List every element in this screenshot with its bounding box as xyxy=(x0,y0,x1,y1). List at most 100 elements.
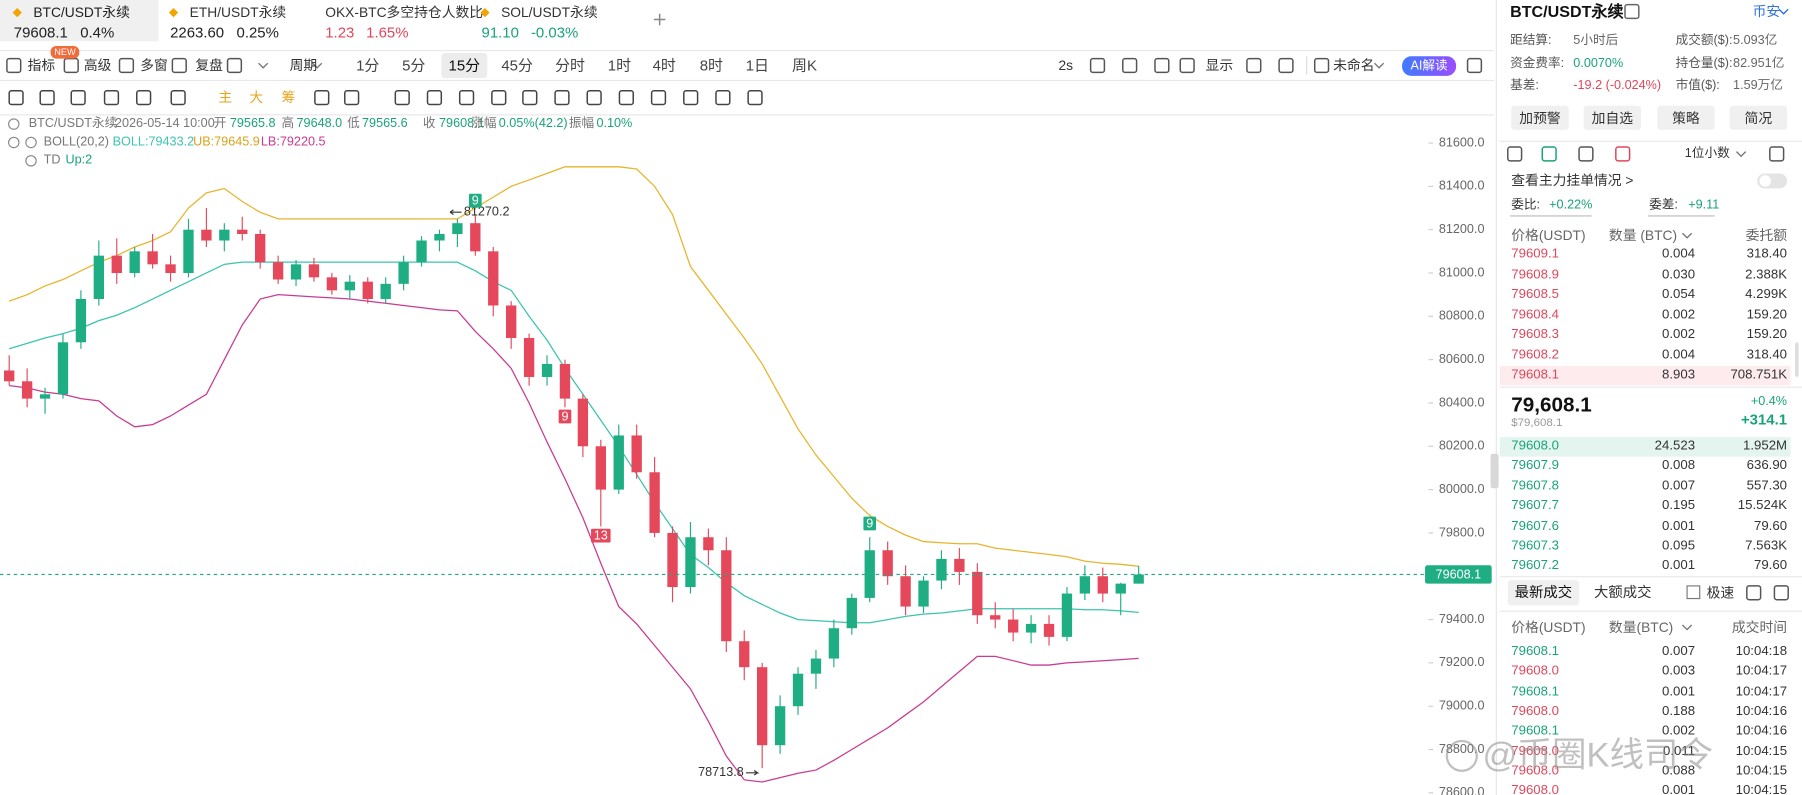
tab-symbol[interactable]: SOL/USDT永续 xyxy=(501,4,598,21)
layout-name[interactable]: 未命名 xyxy=(1333,57,1375,74)
candle-body xyxy=(1133,574,1144,584)
period-button[interactable]: 周期 xyxy=(289,57,318,74)
icon[interactable] xyxy=(747,90,763,106)
coin-icon xyxy=(168,8,179,18)
replay-button[interactable]: 复盘 xyxy=(195,57,223,74)
ai-button[interactable] xyxy=(1402,56,1457,76)
icon[interactable] xyxy=(1313,57,1330,74)
icon[interactable] xyxy=(1769,146,1785,162)
icon[interactable] xyxy=(1089,57,1106,74)
icon[interactable] xyxy=(1746,585,1762,601)
ask-price: 79608.2 xyxy=(1511,347,1560,362)
icon[interactable] xyxy=(118,57,135,74)
panel-button-text[interactable]: 加预警 xyxy=(1519,109,1561,126)
candle-body xyxy=(326,277,338,291)
icon[interactable] xyxy=(683,90,699,106)
icon[interactable] xyxy=(426,90,443,106)
icon[interactable] xyxy=(226,57,243,74)
ask-price: 79608.4 xyxy=(1511,307,1560,322)
multi-window-button[interactable]: 多窗 xyxy=(140,57,168,74)
icon[interactable] xyxy=(103,90,120,106)
icon[interactable] xyxy=(1578,146,1594,162)
indicators-button[interactable]: 指标 xyxy=(27,57,56,74)
tab-symbol[interactable]: ETH/USDT永续 xyxy=(189,4,287,21)
icon[interactable] xyxy=(1179,57,1195,74)
interval-button[interactable]: 分时 xyxy=(555,56,585,75)
interval-button[interactable]: 15分 xyxy=(448,56,481,75)
drawing-tool[interactable]: 大 xyxy=(249,89,264,106)
panel-button[interactable] xyxy=(1511,105,1569,130)
icon[interactable] xyxy=(1246,57,1262,74)
big-orders-link[interactable]: 查看主力挂单情况 > xyxy=(1511,172,1634,189)
icon[interactable] xyxy=(522,90,538,106)
icon[interactable] xyxy=(1466,57,1483,74)
drawing-tool[interactable]: 主 xyxy=(218,89,233,106)
interval-button[interactable]: 周K xyxy=(792,56,817,75)
add-tab[interactable] xyxy=(653,13,666,26)
ai-button-text[interactable]: AI解读 xyxy=(1410,58,1448,73)
candle-body xyxy=(362,281,373,299)
icon[interactable] xyxy=(618,90,634,106)
high-arrow xyxy=(449,209,462,215)
panel-button[interactable] xyxy=(1657,105,1715,130)
icon[interactable] xyxy=(394,90,410,106)
checkbox[interactable] xyxy=(1686,585,1701,600)
icon[interactable] xyxy=(344,90,360,106)
panel-button[interactable] xyxy=(1583,105,1642,130)
icon[interactable] xyxy=(586,90,602,106)
icon[interactable] xyxy=(1278,57,1294,74)
drawing-tool[interactable]: 筹 xyxy=(281,89,296,106)
refresh-interval[interactable]: 2s xyxy=(1058,57,1074,74)
icon[interactable] xyxy=(6,57,22,74)
icon[interactable] xyxy=(715,90,731,106)
icon[interactable] xyxy=(8,90,24,106)
precision-select[interactable]: 1位小数 xyxy=(1684,146,1730,161)
icon[interactable] xyxy=(458,90,475,106)
panel-handle[interactable] xyxy=(1490,453,1499,489)
interval-button[interactable]: 45分 xyxy=(501,56,533,75)
icon[interactable] xyxy=(39,90,55,106)
candle-body xyxy=(452,223,463,235)
fast-label[interactable]: 极速 xyxy=(1706,584,1735,601)
tab-symbol[interactable]: OKX-BTC多空持仓人数比 xyxy=(325,4,484,21)
panel-button[interactable] xyxy=(1729,105,1788,130)
display-button[interactable]: 显示 xyxy=(1205,57,1234,74)
exchange-link[interactable]: 币安 xyxy=(1752,3,1781,20)
interval-button[interactable]: 1日 xyxy=(745,56,769,75)
panel-button-text[interactable]: 加自选 xyxy=(1591,109,1634,126)
icon[interactable] xyxy=(170,90,186,106)
icon[interactable] xyxy=(171,57,187,74)
y-tick-label: 79000.0 xyxy=(1439,699,1485,713)
icon[interactable] xyxy=(1615,146,1631,162)
panel-button-text[interactable]: 简况 xyxy=(1744,109,1773,126)
interval-button[interactable]: 4时 xyxy=(652,56,676,75)
icon[interactable] xyxy=(491,90,507,106)
trade-time: 10:04:15 xyxy=(1735,783,1788,795)
trade-tab[interactable]: 大额成交 xyxy=(1593,584,1652,601)
icon[interactable] xyxy=(554,90,570,106)
td-mark xyxy=(558,409,572,424)
icon[interactable] xyxy=(1154,57,1170,74)
icon[interactable] xyxy=(1541,146,1557,162)
icon[interactable] xyxy=(70,90,86,106)
advanced-button[interactable]: 高级 xyxy=(83,57,112,74)
icon[interactable] xyxy=(1122,57,1138,74)
interval-button[interactable]: 8时 xyxy=(699,56,724,75)
icon[interactable] xyxy=(650,90,667,106)
candle-body xyxy=(739,641,750,668)
candle-body xyxy=(774,706,786,746)
icon[interactable] xyxy=(1773,585,1789,601)
interval-button[interactable]: 1分 xyxy=(356,56,380,75)
icon[interactable] xyxy=(136,90,152,106)
tab-symbol[interactable]: BTC/USDT永续 xyxy=(33,4,130,21)
panel-button-text[interactable]: 策略 xyxy=(1672,109,1700,126)
legend-field-value: 0.10% xyxy=(596,116,633,131)
icon[interactable] xyxy=(1624,3,1640,20)
interval-button[interactable]: 5分 xyxy=(402,56,426,75)
trade-tab[interactable]: 最新成交 xyxy=(1514,584,1573,601)
icon[interactable] xyxy=(314,90,330,106)
interval-button[interactable]: 1时 xyxy=(607,56,632,75)
icon[interactable] xyxy=(63,57,79,74)
chevron xyxy=(1681,232,1693,239)
icon[interactable] xyxy=(1507,146,1523,162)
